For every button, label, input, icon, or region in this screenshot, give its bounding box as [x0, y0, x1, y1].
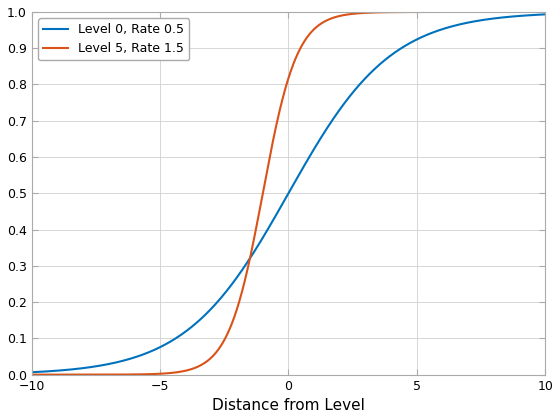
Line: Level 0, Rate 0.5: Level 0, Rate 0.5	[32, 14, 545, 372]
Level 0, Rate 0.5	[264, 227, 271, 232]
Level 5, Rate 1.5	[55, 372, 62, 377]
Level 5, Rate 1.5	[278, 101, 285, 106]
Level 0, Rate 0.5	[542, 12, 548, 17]
Level 0, Rate 0.5	[55, 368, 62, 373]
Level 0, Rate 0.5	[527, 13, 534, 18]
Level 5, Rate 1.5	[526, 9, 533, 14]
Level 0, Rate 0.5	[278, 203, 285, 208]
Level 5, Rate 1.5	[527, 9, 534, 14]
X-axis label: Distance from Level: Distance from Level	[212, 398, 365, 413]
Level 5, Rate 1.5	[264, 165, 271, 170]
Level 5, Rate 1.5	[29, 372, 35, 377]
Level 0, Rate 0.5	[433, 29, 440, 34]
Line: Level 5, Rate 1.5: Level 5, Rate 1.5	[32, 12, 545, 375]
Level 5, Rate 1.5	[542, 9, 548, 14]
Level 0, Rate 0.5	[29, 370, 35, 375]
Legend: Level 0, Rate 0.5, Level 5, Rate 1.5: Level 0, Rate 0.5, Level 5, Rate 1.5	[38, 18, 189, 60]
Level 0, Rate 0.5	[526, 13, 533, 18]
Level 5, Rate 1.5	[433, 9, 440, 14]
